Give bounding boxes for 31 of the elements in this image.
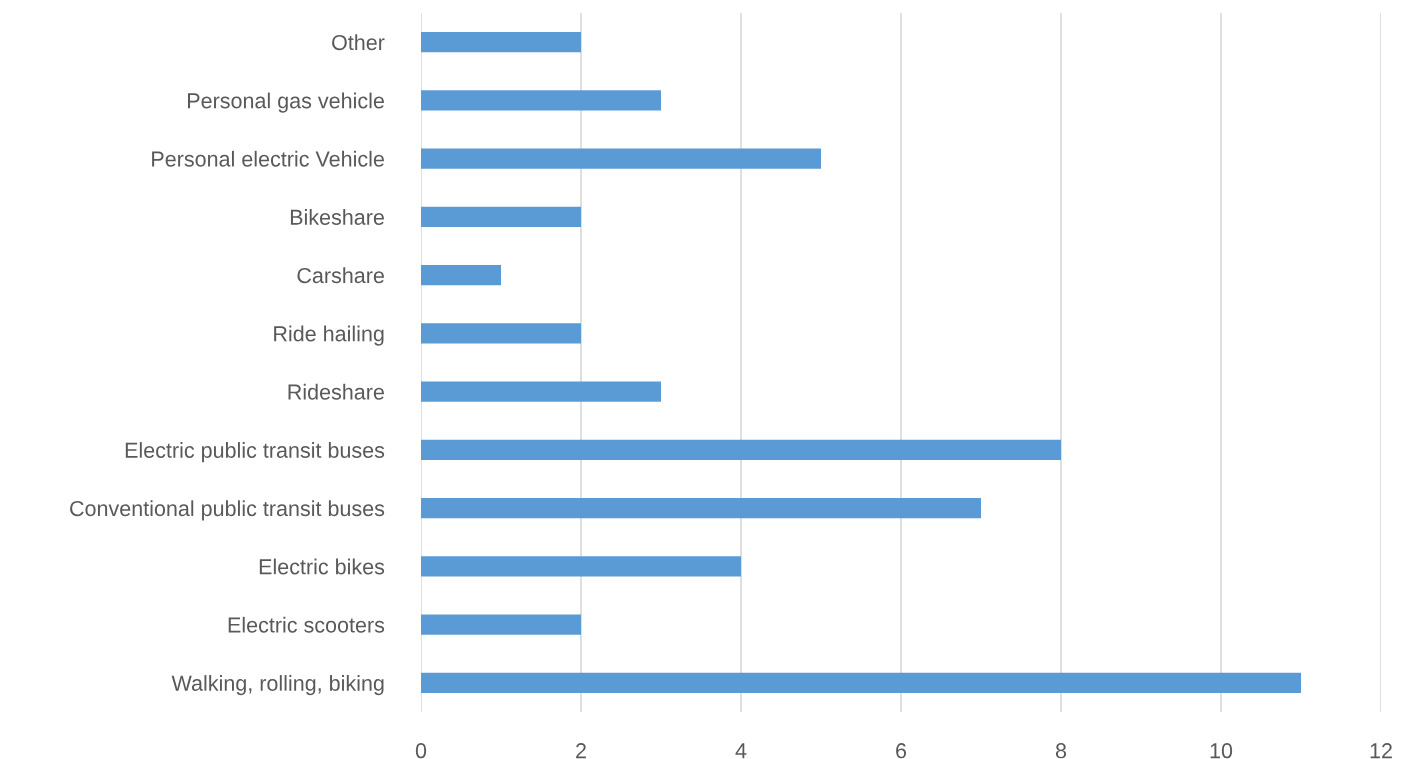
y-tick-label: Ride hailing [274,325,384,346]
x-tick-label: 8 [1055,743,1067,759]
y-tick-label: Other [332,34,385,51]
x-tick-label: 10 [1210,743,1233,759]
x-tick-label: 2 [576,743,586,759]
bar [421,90,661,111]
bar [421,148,821,169]
y-tick-label: Bikeshare [290,209,384,225]
y-tick-label: Electric scooters [228,616,385,633]
bar [421,439,1061,461]
y-tick-label: Electric public transit buses [125,442,385,463]
y-tick-label: Conventional public transit buses [70,500,385,521]
bar [421,497,981,519]
bar [421,206,581,228]
bar [421,31,581,53]
bar [421,614,581,635]
x-tick-label: 0 [415,743,427,759]
x-tick-label: 6 [896,743,907,759]
bar [421,323,581,344]
x-tick-label: 12 [1370,743,1392,759]
y-tick-label: Walking, rolling, biking [171,675,384,696]
bar [421,381,661,402]
y-tick-label: Rideshare [288,383,384,400]
y-tick-label: Carshare [297,267,384,284]
x-tick-label: 4 [735,743,747,759]
y-tick-label: Electric bikes [259,558,385,575]
bar [421,264,501,286]
y-tick-label: Personal electric Vehicle [152,150,384,167]
bar [421,672,1301,694]
y-tick-label: Personal gas vehicle [188,92,384,113]
bar [421,556,741,577]
